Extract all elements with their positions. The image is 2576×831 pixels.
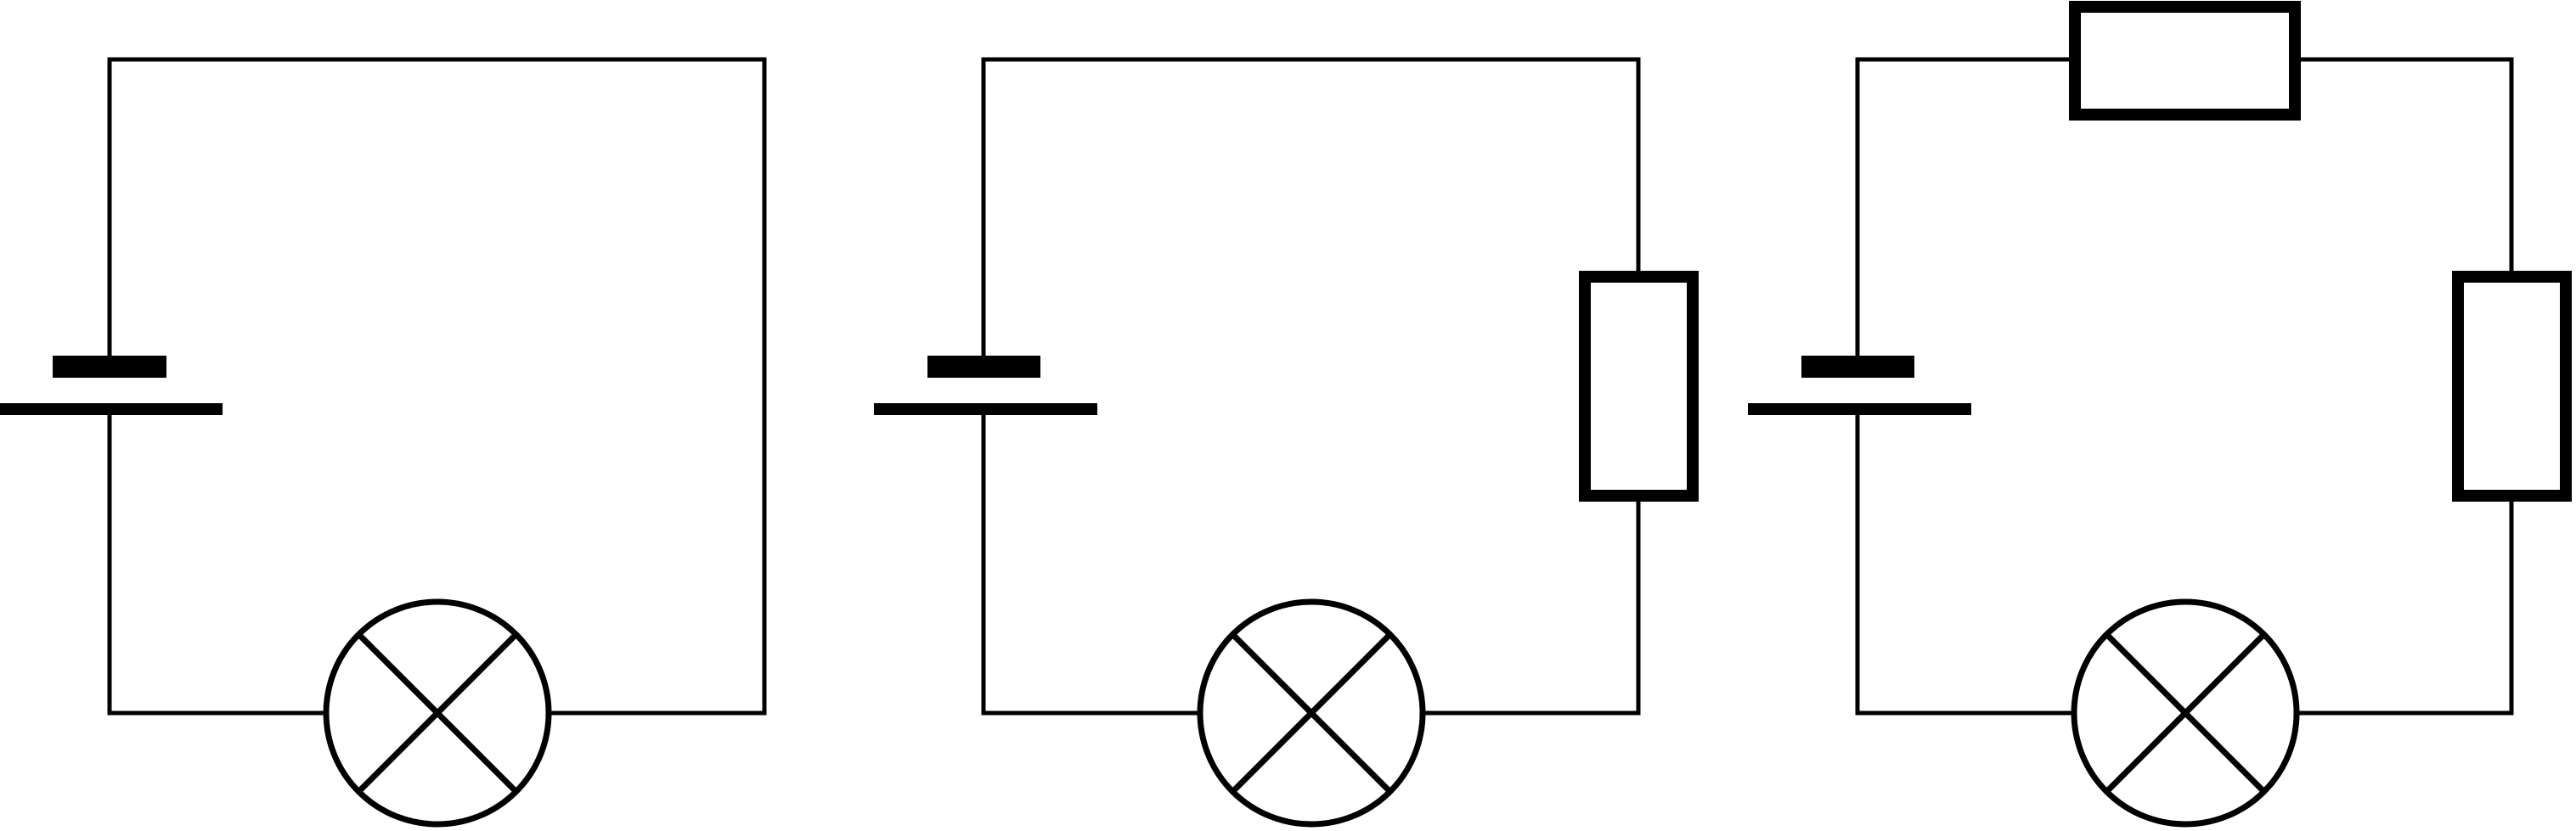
circuit-1: [0, 57, 767, 828]
circuit-2: [874, 57, 1699, 828]
circuit-3: [1748, 1, 2572, 828]
lamp-cross-b: [356, 632, 519, 795]
cell: [1748, 356, 1971, 415]
lamp: [323, 598, 552, 828]
cell: [0, 356, 223, 415]
lamp-cross-b: [2104, 632, 2267, 795]
cell: [874, 356, 1097, 415]
resistor: [1579, 271, 1699, 502]
lamp-cross-b: [1230, 632, 1393, 795]
resistor-top: [2069, 1, 2301, 121]
lamp: [1197, 598, 1426, 828]
resistor-right: [2452, 271, 2572, 502]
lamp: [2071, 598, 2300, 828]
